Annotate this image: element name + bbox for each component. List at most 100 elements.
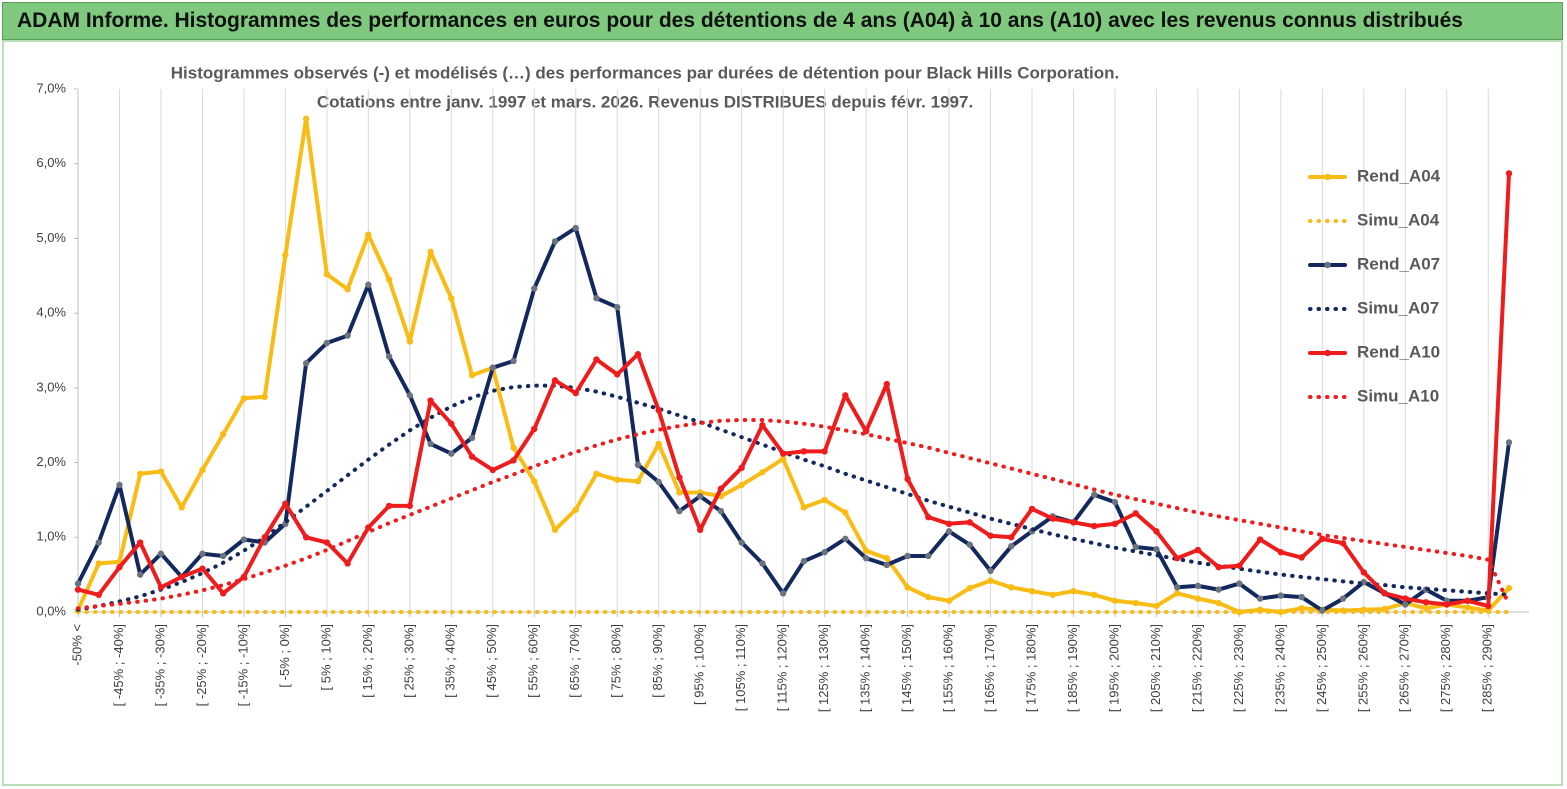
- point-marker: [178, 573, 185, 581]
- point-marker: [344, 560, 351, 567]
- point-marker: [1215, 586, 1222, 593]
- y-tick-label: 3,0%: [36, 379, 66, 394]
- point-marker: [1153, 602, 1160, 610]
- x-tick-label: [ 105% ; 110%]: [733, 624, 748, 711]
- point-marker: [821, 448, 828, 455]
- point-marker: [1422, 605, 1430, 612]
- point-marker: [157, 584, 165, 591]
- point-marker: [655, 440, 662, 448]
- point-marker: [1339, 595, 1347, 602]
- point-marker: [448, 420, 455, 427]
- point-marker: [614, 476, 621, 483]
- point-marker: [779, 590, 787, 597]
- point-marker: [1091, 491, 1098, 498]
- point-marker: [1132, 543, 1139, 551]
- point-marker: [1443, 601, 1450, 608]
- y-tick-label: 5,0%: [36, 230, 66, 245]
- point-marker: [593, 470, 600, 477]
- point-marker: [1132, 510, 1139, 517]
- x-tick-label: [ 225% ; 230%]: [1231, 624, 1246, 712]
- point-marker: [925, 593, 932, 601]
- point-marker: [945, 597, 953, 604]
- point-marker: [1339, 540, 1347, 547]
- legend-marker: [1324, 173, 1331, 181]
- point-marker: [821, 549, 828, 556]
- point-marker: [1360, 578, 1368, 586]
- point-marker: [655, 478, 662, 486]
- point-marker: [759, 560, 766, 567]
- page-title: ADAM Informe. Histogrammes des performan…: [2, 2, 1563, 40]
- point-marker: [883, 380, 891, 388]
- x-tick-label: [ 285% ; 290%]: [1480, 624, 1495, 712]
- point-marker: [945, 528, 953, 535]
- point-marker: [738, 464, 745, 472]
- point-marker: [821, 496, 828, 504]
- x-tick-label: [ 85% ; 90%]: [650, 624, 665, 698]
- point-marker: [157, 550, 165, 557]
- x-tick-label: [ 215% ; 220%]: [1189, 624, 1204, 712]
- point-marker: [199, 565, 206, 572]
- point-marker: [302, 534, 310, 541]
- x-tick-label: [ -5% ; 0%]: [277, 624, 292, 688]
- point-marker: [738, 481, 745, 489]
- point-marker: [178, 504, 185, 511]
- point-marker: [696, 492, 704, 500]
- point-marker: [385, 276, 393, 283]
- x-tick-label: [ 175% ; 180%]: [1023, 624, 1038, 712]
- series-line: [76, 171, 1511, 608]
- point-marker: [717, 485, 725, 492]
- point-marker: [116, 481, 123, 489]
- y-tick-label: 1,0%: [36, 529, 66, 544]
- point-marker: [842, 509, 849, 516]
- point-marker: [240, 395, 248, 402]
- x-tick-label: [ 115% ; 120%]: [775, 624, 790, 711]
- point-marker: [966, 541, 973, 548]
- point-marker: [1256, 595, 1264, 602]
- point-marker: [1464, 597, 1471, 604]
- point-marker: [1402, 601, 1409, 608]
- point-marker: [510, 444, 517, 451]
- point-marker: [551, 238, 559, 245]
- point-marker: [1256, 536, 1264, 543]
- x-tick-label: [ 255% ; 260%]: [1355, 624, 1370, 712]
- point-marker: [883, 561, 891, 569]
- point-marker: [1298, 554, 1305, 561]
- point-marker: [1173, 584, 1181, 591]
- x-tick-label: [ 25% ; 30%]: [401, 624, 416, 698]
- point-marker: [987, 567, 994, 575]
- point-marker: [199, 466, 206, 474]
- x-tick-label: [ 75% ; 80%]: [609, 624, 624, 698]
- point-marker: [1132, 599, 1139, 607]
- point-marker: [1422, 599, 1430, 606]
- point-marker: [904, 475, 911, 483]
- x-tick-label: [ 135% ; 140%]: [858, 624, 873, 712]
- point-marker: [116, 563, 123, 571]
- point-marker: [344, 332, 351, 339]
- x-tick-label: [ 185% ; 190%]: [1065, 624, 1080, 712]
- x-tick-label: [ -15% ; -10%]: [235, 624, 250, 706]
- point-marker: [572, 389, 579, 397]
- point-marker: [406, 392, 414, 399]
- point-marker: [1111, 597, 1119, 604]
- point-marker: [427, 440, 434, 448]
- point-marker: [676, 474, 683, 481]
- point-marker: [1049, 591, 1056, 599]
- point-marker: [406, 338, 414, 345]
- point-marker: [1505, 170, 1513, 177]
- point-marker: [323, 339, 331, 347]
- point-marker: [365, 281, 372, 288]
- point-marker: [800, 557, 808, 565]
- y-tick-label: 6,0%: [36, 155, 66, 170]
- point-marker: [1153, 528, 1160, 535]
- point-marker: [987, 577, 994, 584]
- point-marker: [551, 377, 559, 384]
- point-marker: [1111, 520, 1119, 528]
- point-marker: [1236, 562, 1243, 569]
- point-marker: [1028, 587, 1036, 595]
- point-marker: [219, 552, 227, 560]
- point-marker: [925, 552, 932, 560]
- point-marker: [240, 536, 248, 543]
- legend-label: Rend_A10: [1357, 342, 1440, 361]
- point-marker: [489, 466, 496, 474]
- point-marker: [800, 504, 808, 511]
